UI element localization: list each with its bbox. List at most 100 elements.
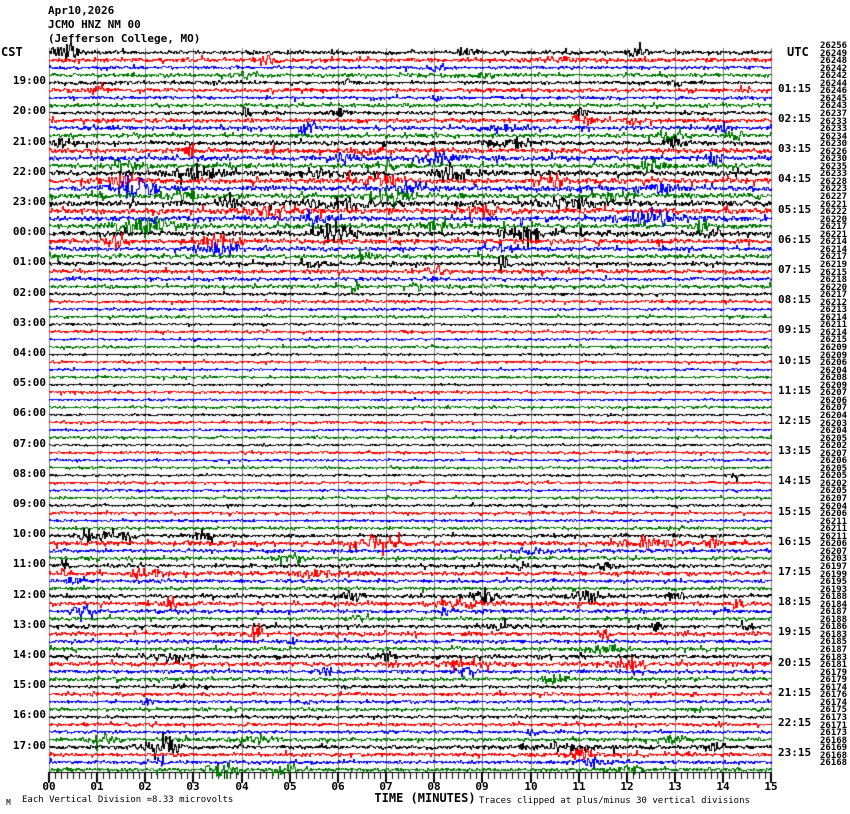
edge-number: 26203: [820, 418, 848, 429]
left-time-label: 16:00: [12, 708, 46, 722]
division-note-value: 8.33 microvolts: [152, 795, 234, 805]
edge-number: 26233: [820, 116, 848, 127]
right-time-label: 12:15: [778, 413, 812, 427]
x-tick-label: 00: [42, 780, 56, 793]
edge-number: 26215: [820, 267, 848, 278]
title-station: JCMO HNZ NM 00: [48, 18, 141, 31]
left-time-label: 20:00: [12, 104, 46, 118]
right-time-label: 18:15: [778, 595, 812, 609]
edge-number: 26220: [820, 214, 848, 225]
x-tick-label: 02: [138, 780, 152, 793]
edge-number: 26233: [820, 169, 848, 180]
edge-number: 26205: [820, 486, 848, 497]
edge-number: 26244: [820, 78, 848, 89]
x-tick-label: 09: [475, 780, 489, 793]
right-time-label: 02:15: [778, 111, 812, 125]
edge-number: 26245: [820, 93, 848, 104]
edge-number: 26227: [820, 192, 848, 202]
right-time-label: 21:15: [778, 685, 812, 699]
left-time-label: 02:00: [12, 285, 46, 299]
edge-number: 26204: [820, 365, 848, 376]
right-time-label: 09:15: [778, 323, 812, 337]
edge-number: 26211: [820, 320, 848, 331]
footer-mark: M: [6, 798, 11, 807]
edge-number: 26218: [820, 275, 848, 286]
right-time-label: 13:15: [778, 444, 812, 458]
left-time-label: 21:00: [12, 134, 46, 148]
right-axis-title: UTC: [787, 45, 809, 59]
right-time-label: 01:15: [778, 81, 812, 95]
right-time-label: 08:15: [778, 293, 812, 307]
edge-number: 26214: [820, 244, 848, 255]
x-tick-label: 15: [764, 780, 778, 793]
right-time-label: 04:15: [778, 172, 812, 186]
left-time-label: 06:00: [12, 406, 46, 420]
x-tick-label: 08: [427, 780, 441, 793]
edge-number: 26205: [820, 433, 848, 444]
edge-number: 26183: [820, 652, 848, 663]
edge-number: 26215: [820, 335, 848, 346]
title-block: Apr10,2026 JCMO HNZ NM 00 (Jefferson Col…: [48, 4, 200, 46]
edge-number: 26173: [820, 712, 848, 723]
edge-number: 26220: [820, 282, 848, 293]
edge-number: 26206: [820, 456, 848, 467]
edge-number: 26186: [820, 622, 848, 633]
edge-number: 26211: [820, 524, 848, 535]
x-tick-label: 04: [235, 780, 249, 793]
edge-number: 26168: [820, 750, 848, 761]
edge-number: 26207: [820, 448, 848, 459]
edge-number: 26243: [820, 101, 848, 112]
right-time-label: 17:15: [778, 564, 812, 578]
left-time-label: 19:00: [12, 74, 46, 88]
edge-number: 26185: [820, 637, 848, 648]
title-date: Apr10,2026: [48, 4, 115, 17]
edge-number: 26179: [820, 675, 848, 686]
edge-number: 26208: [820, 373, 848, 384]
edge-number: 26221: [820, 229, 848, 240]
right-time-label: 05:15: [778, 202, 812, 216]
edge-number: 26202: [820, 441, 848, 452]
left-time-label: 07:00: [12, 436, 46, 450]
edge-number: 26214: [820, 237, 848, 248]
left-time-label: 13:00: [12, 617, 46, 631]
left-time-label: 17:00: [12, 738, 46, 752]
edge-number: 26209: [820, 343, 848, 353]
edge-number: 26199: [820, 569, 848, 580]
right-time-label: 06:15: [778, 232, 812, 246]
edge-number: 26173: [820, 728, 848, 739]
right-time-label: 15:15: [778, 504, 812, 518]
edge-number: 26188: [820, 614, 848, 625]
edge-number: 26230: [820, 154, 848, 165]
left-axis-title: CST: [1, 45, 23, 59]
edge-number: 26188: [820, 592, 848, 603]
edge-number: 26219: [820, 259, 848, 270]
edge-number: 26183: [820, 629, 848, 640]
edge-number: 26204: [820, 410, 848, 421]
x-tick-label: 11: [572, 780, 586, 793]
left-time-label: 04:00: [12, 346, 46, 359]
edge-number: 26211: [820, 531, 848, 542]
edge-number: 26174: [820, 697, 848, 708]
x-axis-title: TIME (MINUTES): [374, 791, 476, 805]
left-time-label: 15:00: [12, 678, 46, 692]
left-time-label: 08:00: [12, 466, 46, 480]
edge-number: 26249: [820, 48, 848, 59]
edge-number: 26233: [820, 124, 848, 135]
left-time-label: 10:00: [12, 527, 46, 541]
left-time-label: 03:00: [12, 315, 46, 329]
right-time-label: 23:15: [778, 746, 812, 760]
edge-number: 26206: [820, 395, 848, 406]
edge-number: 26181: [820, 660, 848, 671]
edge-number: 26203: [820, 554, 848, 565]
edge-number: 26214: [820, 327, 848, 338]
left-time-label: 00:00: [12, 225, 46, 239]
edge-number: 26242: [820, 63, 848, 74]
x-tick-label: 10: [524, 780, 538, 793]
edge-number: 26214: [820, 312, 848, 323]
left-time-label: 01:00: [12, 255, 46, 269]
left-time-label: 14:00: [12, 648, 46, 661]
x-tick-label: 07: [379, 780, 393, 793]
right-time-label: 19:15: [778, 625, 812, 639]
